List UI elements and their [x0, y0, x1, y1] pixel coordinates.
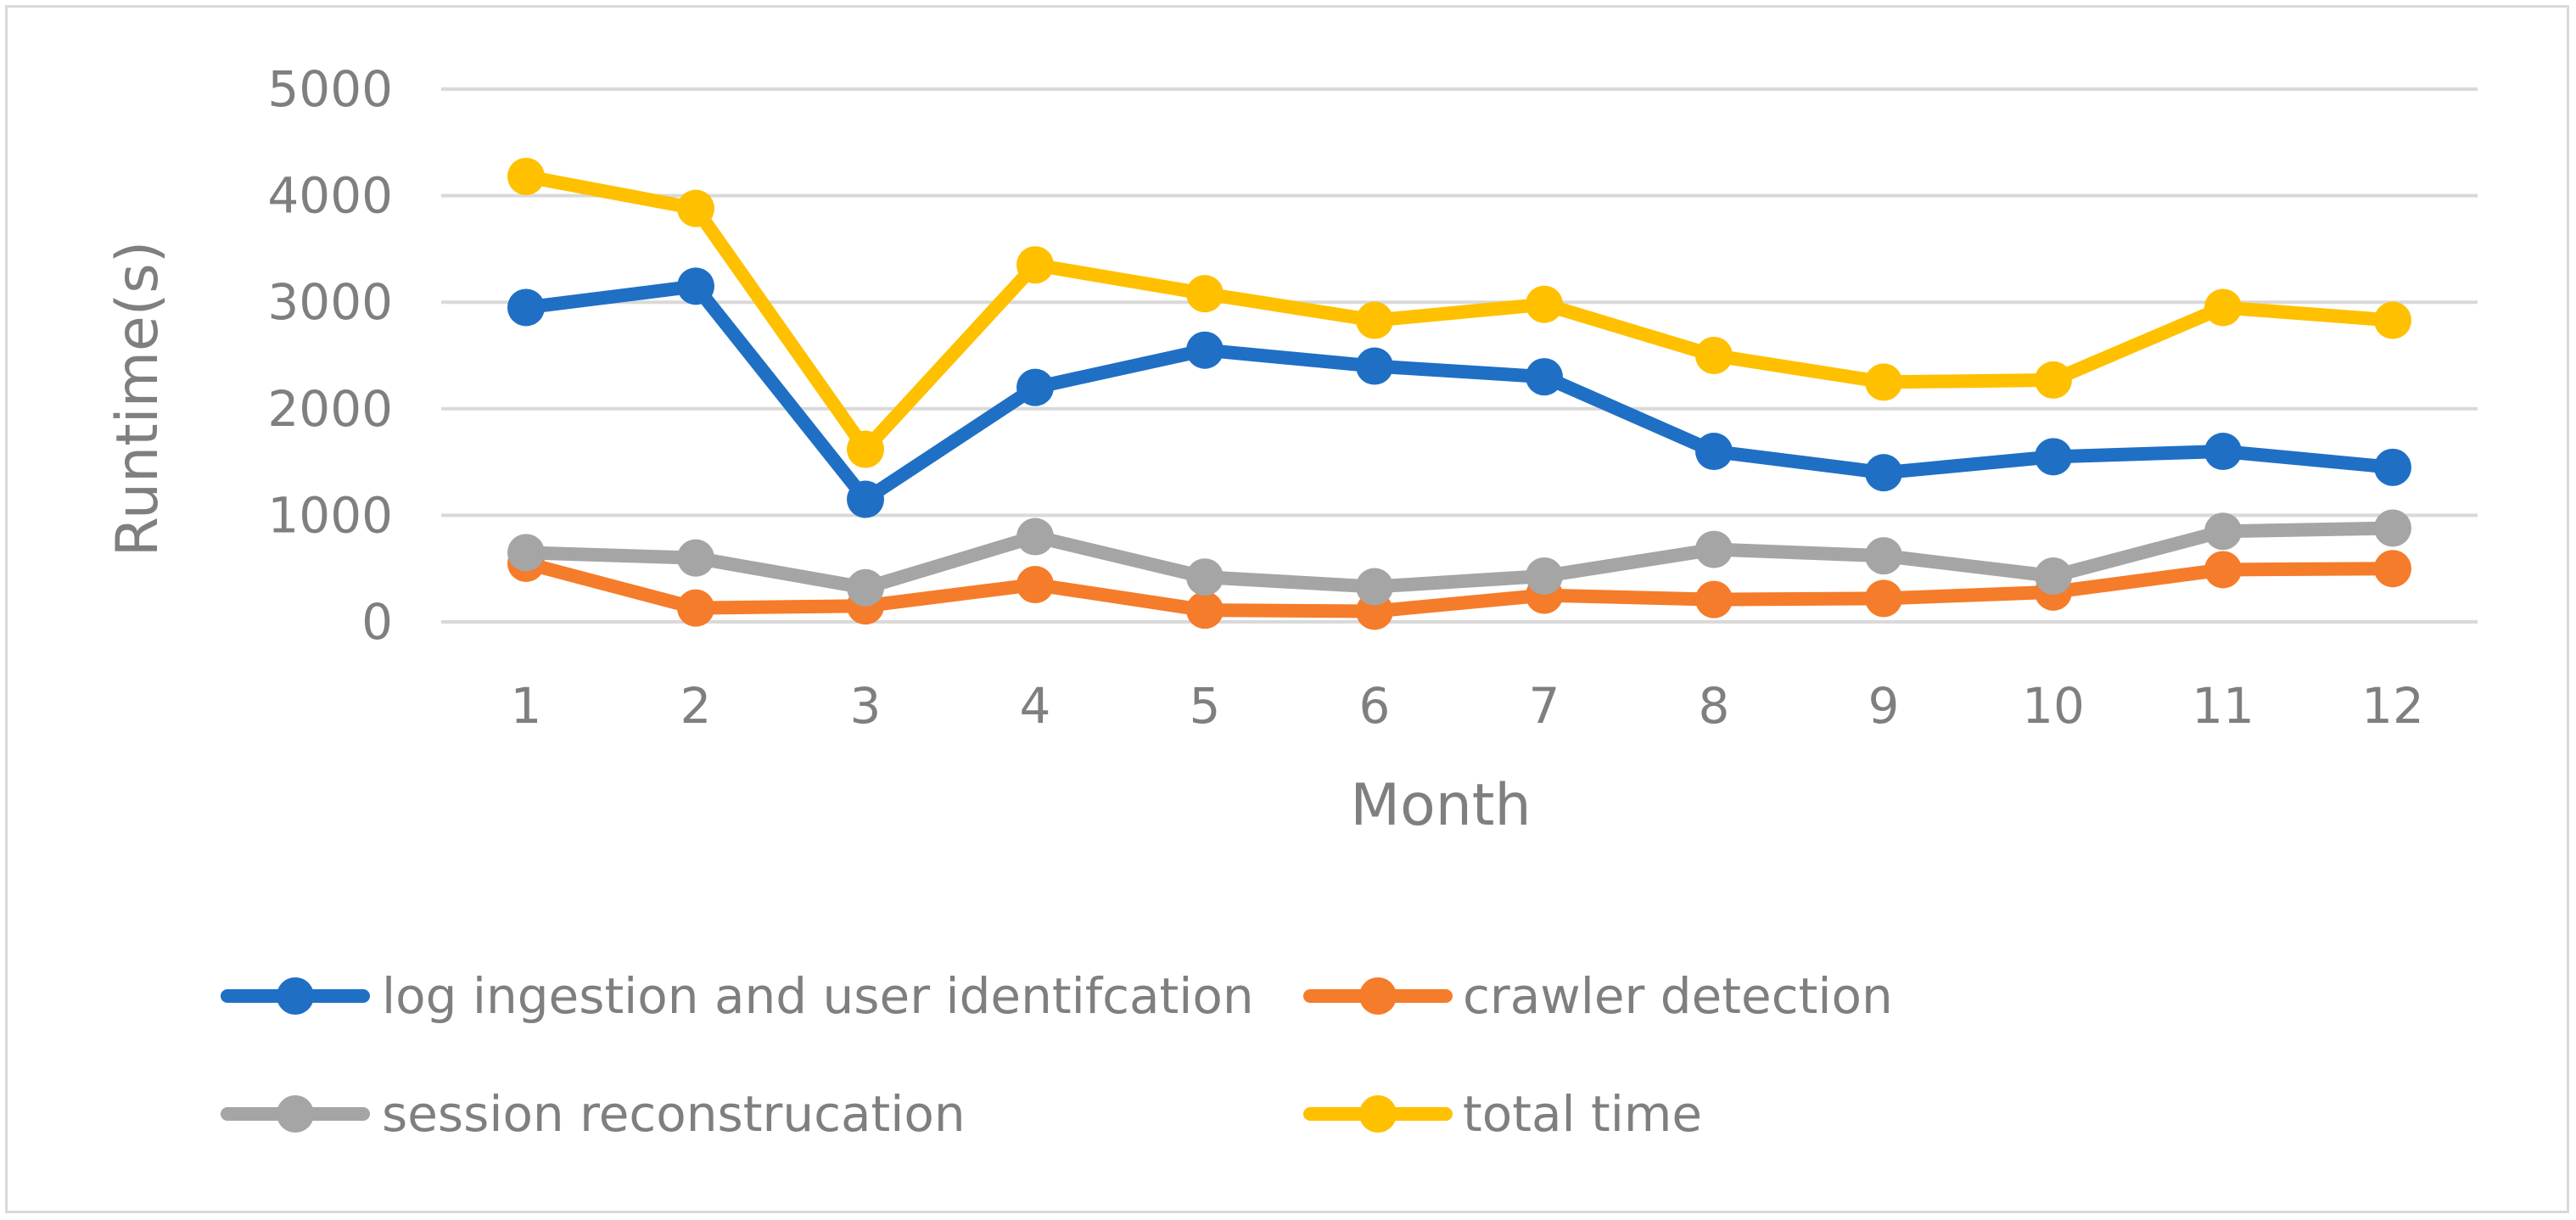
- y-tick-label: 0: [361, 593, 393, 651]
- data-point: [677, 589, 714, 627]
- legend-label-crawler-detection: crawler detection: [1463, 967, 1893, 1025]
- legend-item-session-reconstrucation: session reconstrucation: [221, 1085, 966, 1143]
- data-point: [2374, 550, 2411, 588]
- data-point: [1695, 337, 1733, 374]
- data-point: [2035, 438, 2072, 476]
- legend-marker-log-ingestion: [277, 977, 314, 1015]
- data-point: [2035, 557, 2072, 595]
- x-tick-label: 9: [1868, 677, 1900, 735]
- data-point: [677, 189, 714, 227]
- data-point: [1865, 537, 1902, 575]
- data-point: [1526, 358, 1563, 396]
- data-point: [1016, 246, 1054, 284]
- data-point: [1695, 580, 1733, 618]
- data-point: [507, 534, 545, 572]
- data-point: [1356, 301, 1393, 339]
- data-point: [2374, 301, 2411, 339]
- x-tick-label: 4: [1020, 677, 1051, 735]
- y-tick-label: 1000: [267, 486, 393, 544]
- legend-item-log-ingestion: log ingestion and user identifcation: [221, 967, 1254, 1025]
- data-point: [2035, 361, 2072, 399]
- x-tick-label: 5: [1190, 677, 1221, 735]
- data-point: [1695, 530, 1733, 568]
- data-point: [677, 267, 714, 305]
- data-point: [2374, 509, 2411, 547]
- x-tick-label: 6: [1359, 677, 1391, 735]
- data-point: [847, 430, 884, 468]
- x-tick-label: 12: [2361, 677, 2424, 735]
- data-point: [2204, 551, 2242, 589]
- gridlines: [441, 87, 2478, 624]
- data-point: [2204, 288, 2242, 327]
- series-lines: [519, 169, 2400, 618]
- x-axis-title: Month: [1350, 772, 1531, 839]
- y-tick-label: 4000: [267, 167, 393, 225]
- legend: log ingestion and user identifcation cra…: [221, 967, 1893, 1143]
- data-point: [1865, 454, 1902, 492]
- data-point: [677, 539, 714, 577]
- y-tick-label: 3000: [267, 273, 393, 331]
- data-point: [1186, 558, 1224, 596]
- x-tick-label: 8: [1699, 677, 1730, 735]
- data-point: [1526, 285, 1563, 323]
- data-point: [1865, 363, 1902, 401]
- data-point: [1016, 368, 1054, 406]
- legend-item-crawler-detection: crawler detection: [1303, 967, 1893, 1025]
- y-axis-ticks: 0 1000 2000 3000 4000 5000: [267, 60, 393, 651]
- legend-marker-total-time: [1359, 1095, 1397, 1133]
- x-tick-label: 2: [680, 677, 712, 735]
- data-point: [1186, 591, 1224, 630]
- x-tick-label: 11: [2192, 677, 2254, 735]
- x-tick-label: 1: [511, 677, 542, 735]
- data-point: [507, 288, 545, 327]
- data-point: [1186, 275, 1224, 313]
- data-point: [1356, 347, 1393, 385]
- data-point: [1016, 566, 1054, 604]
- x-tick-label: 3: [850, 677, 882, 735]
- legend-label-total-time: total time: [1463, 1085, 1702, 1143]
- y-tick-label: 5000: [267, 60, 393, 118]
- legend-item-total-time: total time: [1303, 1085, 1702, 1143]
- data-point: [507, 157, 545, 195]
- data-point: [847, 568, 884, 607]
- legend-marker-crawler-detection: [1359, 977, 1397, 1015]
- data-point: [1865, 579, 1902, 618]
- x-tick-label: 10: [2022, 677, 2085, 735]
- y-axis-title: Runtime(s): [104, 241, 171, 557]
- data-point: [2204, 512, 2242, 551]
- legend-marker-session-reconstrucation: [277, 1095, 314, 1133]
- series-markers: [507, 157, 2411, 630]
- data-point: [847, 480, 884, 518]
- legend-label-session-reconstrucation: session reconstrucation: [382, 1085, 966, 1143]
- data-point: [1186, 331, 1224, 369]
- data-point: [1356, 568, 1393, 606]
- data-point: [1526, 557, 1563, 595]
- x-axis-ticks: 1 2 3 4 5 6 7 8 9 10 11 12: [511, 677, 2424, 735]
- x-tick-label: 7: [1529, 677, 1560, 735]
- series-line: [519, 521, 2400, 595]
- series-line: [519, 279, 2400, 506]
- data-point: [2374, 448, 2411, 486]
- data-point: [1695, 433, 1733, 471]
- legend-label-log-ingestion: log ingestion and user identifcation: [382, 967, 1254, 1025]
- series-line: [519, 169, 2400, 456]
- series-line: [519, 556, 2400, 618]
- data-point: [1016, 518, 1054, 556]
- y-tick-label: 2000: [267, 380, 393, 438]
- data-point: [2204, 433, 2242, 471]
